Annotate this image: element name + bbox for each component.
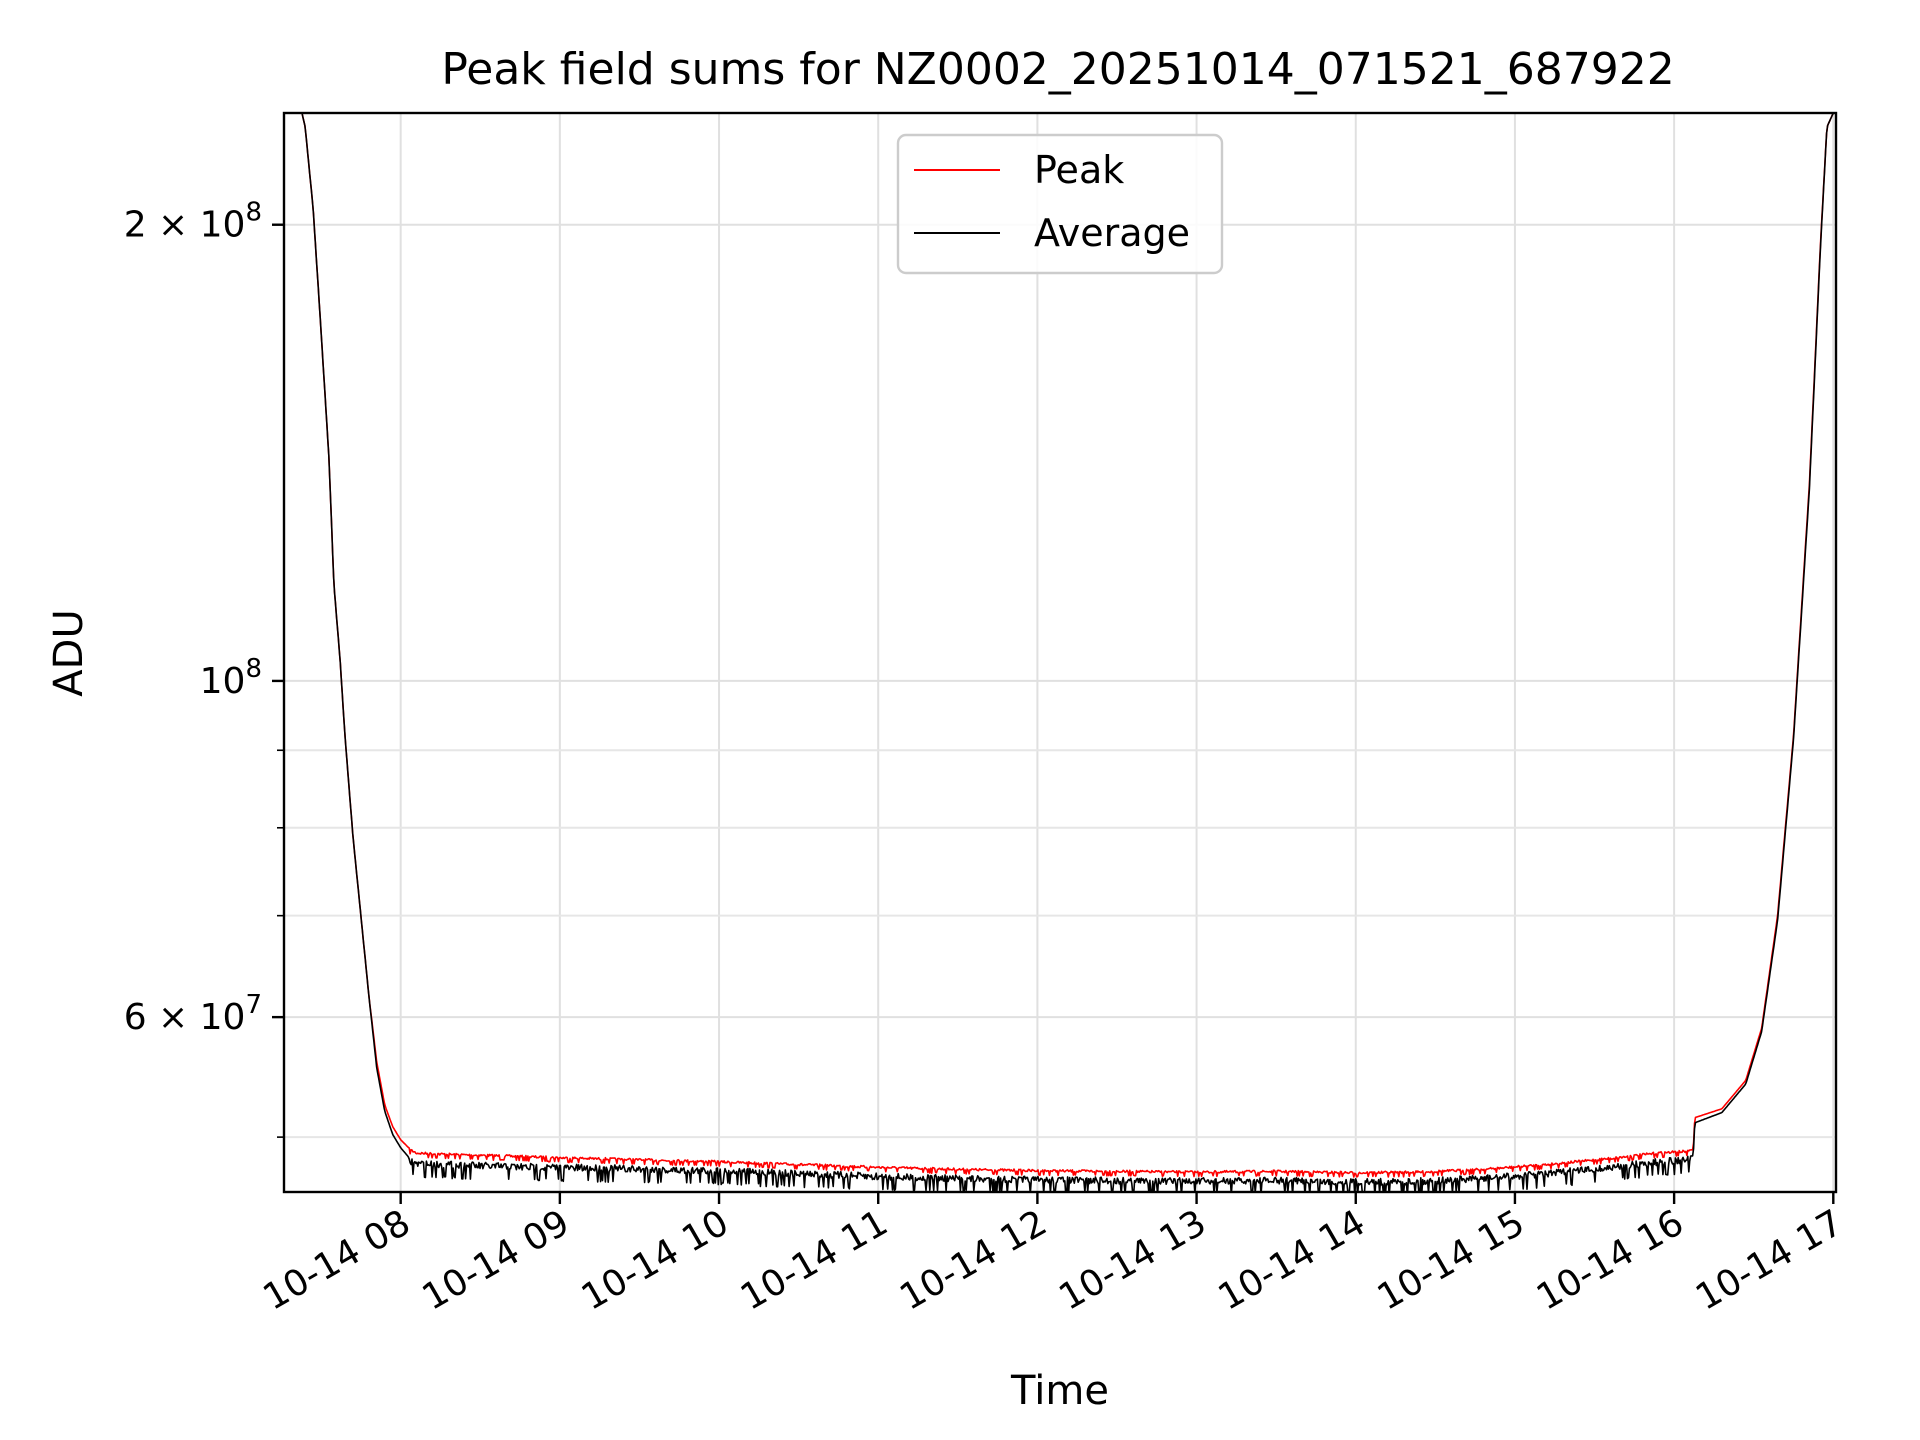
y-tick-label-2: 6 × 107 [124,990,262,1038]
series-line-peak [301,113,1835,1178]
plot-area [301,113,1835,1192]
legend-peak-label: Peak [1034,148,1124,192]
y-axis-label: ADU [46,609,92,696]
y-tick-label-1: 108 [200,654,262,702]
plot-frame [282,111,1838,1194]
x-axis-label: Time [1010,1368,1109,1414]
legend-average-label: Average [1034,211,1190,255]
series-layer [301,113,1835,1192]
y-tick-label-0: 2 × 108 [124,198,262,246]
chart-title: Peak field sums for NZ0002_20251014_0715… [441,44,1674,95]
legend: Peak Average [896,133,1224,275]
series-line-average [301,113,1835,1192]
y-axis-ticks: 2 × 108 108 6 × 107 [124,198,284,1138]
